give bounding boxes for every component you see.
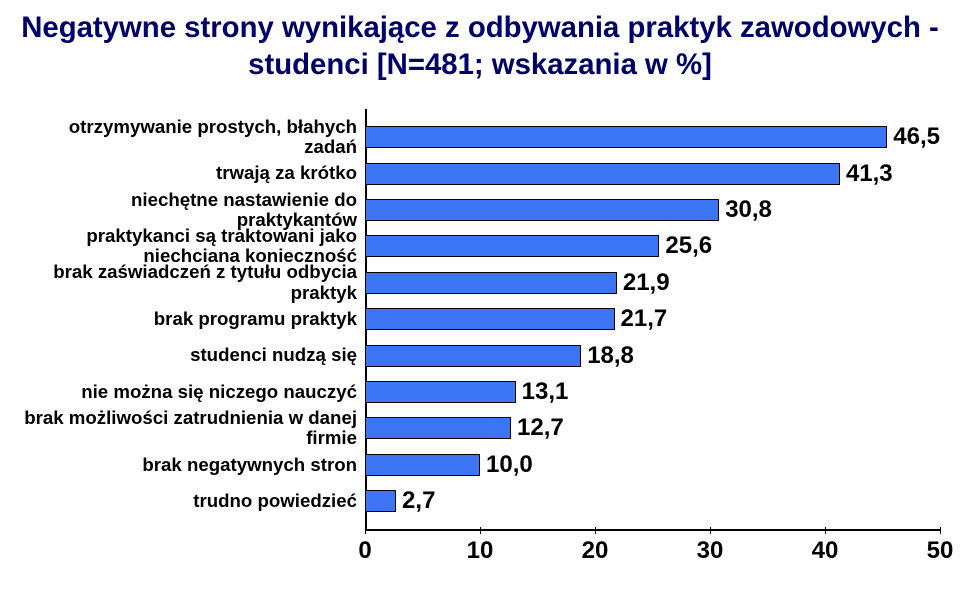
bar [365, 199, 719, 221]
bar-row: 41,3 [365, 156, 940, 192]
category-label: praktykanci są traktowani jako niechcian… [20, 228, 357, 264]
chart-title: Negatywne strony wynikające z odbywania … [20, 10, 940, 83]
bar [365, 308, 615, 330]
category-label: trudno powiedzieć [20, 483, 357, 519]
bar [365, 381, 516, 403]
bar-value-label: 13,1 [522, 378, 569, 406]
category-label: nie można się niczego nauczyć [20, 374, 357, 410]
title-line-1: Negatywne strony wynikające z odbywania … [21, 11, 939, 44]
x-tick-label: 20 [582, 537, 609, 565]
x-tick-label: 40 [812, 537, 839, 565]
bar [365, 235, 659, 257]
x-tick-label: 50 [927, 537, 954, 565]
x-tick-label: 30 [697, 537, 724, 565]
bar-value-label: 30,8 [725, 196, 772, 224]
plot-area: 46,541,3 30,8 25,6 21,9 21,7 18,8 13,1 12,7 10,0… [365, 109, 940, 529]
bar-value-label: 10,0 [486, 451, 533, 479]
category-label: brak negatywnych stron [20, 447, 357, 483]
bar [365, 417, 511, 439]
bar-value-label: 2,7 [402, 487, 435, 515]
bar-value-label: 21,9 [623, 269, 670, 297]
bar-row: 21,7 [365, 301, 940, 337]
bar-row: 10,0 [365, 447, 940, 483]
bar-value-label: 18,8 [587, 342, 634, 370]
bar [365, 454, 480, 476]
bars-container: 46,541,3 30,8 25,6 21,9 21,7 18,8 13,1 12,7 10,0… [365, 119, 940, 519]
bar-value-label: 46,5 [893, 123, 940, 151]
chart-page: Negatywne strony wynikające z odbywania … [0, 0, 960, 593]
bar-value-label: 41,3 [846, 160, 893, 188]
bar-row: 30,8 [365, 192, 940, 228]
bar-row: 13,1 [365, 374, 940, 410]
x-axis: 01020304050 [365, 529, 940, 569]
category-label: otrzymywanie prostych, błahych zadań [20, 119, 357, 155]
bar [365, 272, 617, 294]
category-labels-col: otrzymywanie prostych, błahych zadańtrwa… [20, 109, 365, 529]
bar-value-label: 21,7 [621, 305, 668, 333]
x-axis-line [365, 529, 940, 531]
bar-value-label: 12,7 [517, 414, 564, 442]
category-label: brak możliwości zatrudnienia w danej fir… [20, 410, 357, 446]
chart-area: otrzymywanie prostych, błahych zadańtrwa… [20, 109, 940, 529]
bar [365, 126, 887, 148]
bar-row: 2,7 [365, 483, 940, 519]
x-tick-label: 0 [358, 537, 371, 565]
x-tick-label: 10 [467, 537, 494, 565]
bar-row: 18,8 [365, 338, 940, 374]
category-label: brak zaświadczeń z tytułu odbycia prakty… [20, 265, 357, 301]
bar-row: 21,9 [365, 265, 940, 301]
category-label: trwają za krótko [20, 156, 357, 192]
bar-row: 25,6 [365, 228, 940, 264]
bar-row: 46,5 [365, 119, 940, 155]
bar [365, 490, 396, 512]
bar-row: 12,7 [365, 410, 940, 446]
bar [365, 163, 840, 185]
category-label: brak programu praktyk [20, 301, 357, 337]
category-label: studenci nudzą się [20, 338, 357, 374]
title-line-2: studenci [N=481; wskazania w %] [248, 48, 712, 81]
category-label: niechętne nastawienie do praktykantów [20, 192, 357, 228]
bar-value-label: 25,6 [665, 232, 712, 260]
bar [365, 345, 581, 367]
